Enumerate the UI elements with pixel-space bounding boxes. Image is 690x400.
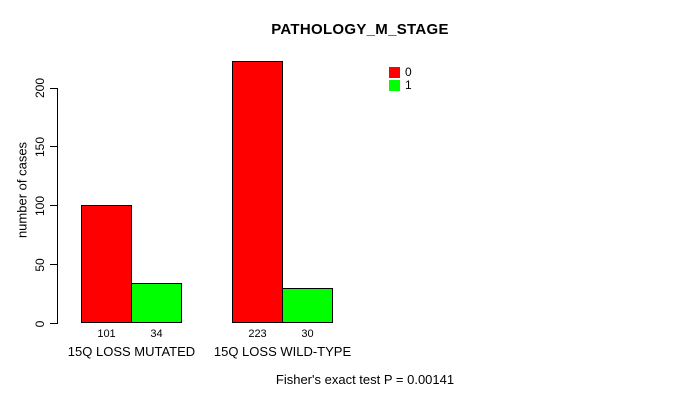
y-axis-label: number of cases [14,141,30,239]
legend-label: 0 [405,65,412,79]
y-axis-tick-label: 100 [33,195,47,216]
y-axis-tick-mark [50,323,57,324]
bar-value-label: 30 [301,328,314,340]
bar-value-label: 34 [150,328,163,340]
y-axis-tick-mark [50,205,57,207]
y-axis-tick-label: 50 [33,257,47,272]
legend-swatch-0 [389,67,400,78]
legend-swatch-1 [389,80,400,91]
legend-entry: 1 [389,79,412,92]
bar-value-label: 101 [97,328,116,340]
bar-1-15q-loss-wild-type [282,288,333,324]
y-axis-tick-label: 200 [33,77,47,99]
pvalue-annotation: Fisher's exact test P = 0.00141 [275,372,455,387]
category-label: 15Q LOSS WILD-TYPE [213,344,352,359]
y-axis-line [57,88,58,324]
y-axis-tick-mark [50,87,57,89]
bar-0-15q-loss-wild-type [232,60,283,324]
chart-title: PATHOLOGY_M_STAGE [271,21,449,38]
y-axis-tick-label: 150 [33,136,47,157]
bar-1-15q-loss-mutated [131,283,182,324]
bar-0-15q-loss-mutated [81,204,132,324]
y-axis-tick-label: 0 [33,320,47,327]
y-axis-tick-mark [50,146,57,148]
bar-value-label: 223 [248,328,267,340]
y-axis-tick-mark [50,264,57,266]
legend-entry: 0 [389,66,412,79]
legend-label: 1 [405,78,412,92]
category-label: 15Q LOSS MUTATED [67,344,196,359]
